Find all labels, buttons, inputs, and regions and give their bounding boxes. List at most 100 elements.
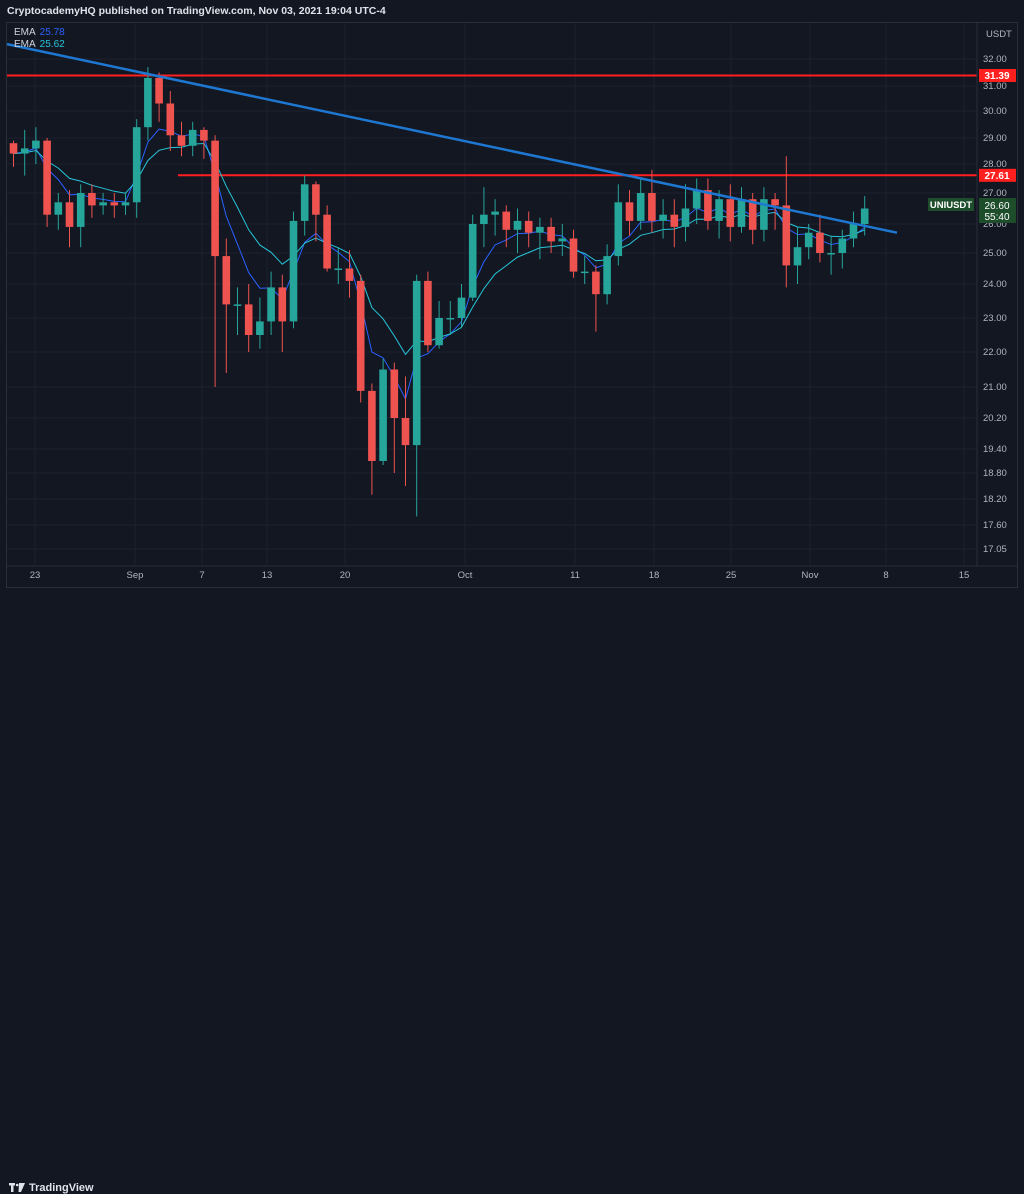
candle[interactable] [278,274,287,352]
candle[interactable] [323,205,331,272]
candle[interactable] [737,187,746,233]
candle[interactable] [43,138,51,227]
candle[interactable] [457,284,466,329]
candle[interactable] [155,72,163,122]
candle[interactable] [793,226,802,284]
candle[interactable] [424,271,432,352]
candle[interactable] [54,193,63,230]
candle[interactable] [524,211,533,248]
currency-label[interactable]: USDT [986,29,1012,40]
candle-body [267,287,275,322]
candle[interactable] [334,247,343,284]
candle[interactable] [804,224,813,260]
candle[interactable] [312,181,320,242]
candle[interactable] [569,229,578,278]
candle-body [816,232,824,253]
price-tick-label: 21.00 [983,382,1007,393]
candle[interactable] [110,193,119,218]
candle[interactable] [513,208,522,254]
candle-body [188,129,197,146]
candle[interactable] [177,121,186,157]
candle[interactable] [300,175,309,236]
candle[interactable] [188,121,197,157]
candle[interactable] [670,199,679,248]
candle[interactable] [99,193,107,215]
candle[interactable] [20,129,29,176]
candle[interactable] [726,184,735,242]
candle[interactable] [838,229,847,269]
candle[interactable] [704,178,712,230]
trendline[interactable] [6,42,898,234]
candle[interactable] [390,362,399,474]
candle[interactable] [558,224,567,257]
candle[interactable] [580,256,589,284]
candle[interactable] [816,214,824,263]
candle[interactable] [244,284,253,352]
candle[interactable] [547,217,555,253]
price-tick-label: 17.60 [983,520,1007,531]
candle[interactable] [267,271,275,335]
candle[interactable] [222,238,231,374]
ema-fast-line[interactable] [13,128,866,401]
candle-body [524,220,533,233]
candle-body [592,271,600,295]
candle[interactable] [603,244,611,305]
legend-ema-1[interactable]: EMA 25.78 [14,27,65,39]
candle-body [121,202,130,206]
candle[interactable] [144,67,152,141]
candle-body [748,199,757,230]
candle[interactable] [480,187,488,248]
candle[interactable] [625,190,634,236]
candle-body [278,287,287,322]
candle[interactable] [368,383,376,495]
level-label-box [979,68,1016,82]
level-labels: 31.39 27.61 [979,68,1016,182]
candle[interactable] [289,211,298,329]
candle[interactable] [715,190,723,239]
candle[interactable] [9,140,18,167]
candle[interactable] [356,274,365,403]
candle[interactable] [659,199,667,239]
candle[interactable] [760,187,768,242]
candle[interactable] [692,178,701,225]
candle[interactable] [32,127,40,164]
candle[interactable] [491,199,499,236]
candle[interactable] [536,217,544,260]
candle[interactable] [132,119,141,218]
candle[interactable] [468,214,477,301]
candle[interactable] [681,184,690,242]
ema-lines [13,128,866,401]
candle[interactable] [860,196,869,236]
candle[interactable] [849,211,858,248]
candle[interactable] [76,184,85,248]
candle[interactable] [65,190,74,248]
last-price-tag: 26.60 55:40 [979,198,1016,223]
chart-frame[interactable] [6,22,1018,588]
candle[interactable] [636,178,645,230]
candle[interactable] [345,250,354,298]
price-tick-label: 26.00 [983,219,1007,230]
candle[interactable] [233,287,242,335]
candle[interactable] [827,235,835,275]
candle[interactable] [121,193,130,215]
candle[interactable] [446,301,455,335]
candle[interactable] [379,359,387,465]
brand[interactable]: TradingView [9,1182,94,1194]
candle[interactable] [502,205,511,248]
candle-body [502,211,511,230]
symbol-tag: UNIUSDT [928,198,974,211]
candle[interactable] [256,297,264,349]
candle[interactable] [412,274,421,517]
candle[interactable] [435,301,443,349]
candle[interactable] [88,184,96,218]
candle[interactable] [592,265,600,332]
candle[interactable] [771,193,779,230]
candle[interactable] [211,135,219,387]
candle[interactable] [782,156,791,288]
candle[interactable] [200,127,208,159]
price-chart[interactable]: USDT 32.00 31.00 30.00 29.00 28.00 27.00 26.00… [0,0,1024,613]
legend-ema-2[interactable]: EMA 25.62 [14,39,65,51]
candle[interactable] [166,91,175,151]
candle[interactable] [401,376,410,487]
candle[interactable] [614,184,623,266]
